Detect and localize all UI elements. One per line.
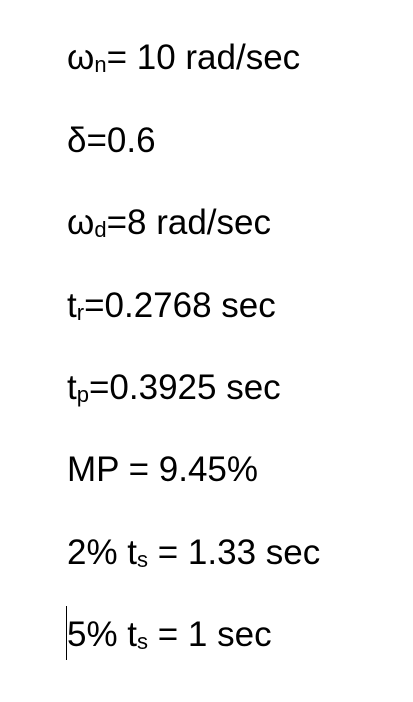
text-cursor (66, 606, 67, 660)
natural-frequency-value: = 10 rad/sec (106, 38, 301, 77)
settling-time-2pct-subscript: s (137, 547, 149, 572)
max-overshoot-text: MP = 9.45% (67, 450, 258, 489)
damped-frequency-line: ωd=8 rad/sec (67, 203, 271, 250)
settling-time-5pct-value: = 1 sec (148, 615, 272, 654)
rise-time-value: =0.2768 sec (84, 286, 276, 325)
peak-time-symbol: t (67, 368, 77, 407)
settling-time-2pct-symbol: 2% t (67, 533, 138, 572)
natural-frequency-symbol: ω (67, 38, 95, 77)
rise-time-subscript: r (76, 300, 85, 325)
settling-time-2pct-line: 2% ts = 1.33 sec (67, 533, 320, 580)
settling-time-5pct-subscript: s (137, 629, 149, 654)
rise-time-symbol: t (67, 286, 77, 325)
rise-time-line: tr=0.2768 sec (67, 286, 276, 333)
peak-time-subscript: p (76, 382, 89, 407)
damped-frequency-subscript: d (94, 217, 107, 242)
damping-ratio-line: δ=0.6 (67, 121, 156, 161)
damped-frequency-symbol: ω (67, 203, 95, 242)
peak-time-line: tp=0.3925 sec (67, 368, 281, 415)
peak-time-value: =0.3925 sec (88, 368, 281, 407)
max-overshoot-line: MP = 9.45% (67, 450, 258, 490)
natural-frequency-line: ωn= 10 rad/sec (67, 38, 300, 85)
natural-frequency-subscript: n (94, 52, 107, 77)
damping-ratio-text: δ=0.6 (67, 121, 156, 160)
damped-frequency-value: =8 rad/sec (106, 203, 271, 242)
settling-time-2pct-value: = 1.33 sec (148, 533, 321, 572)
settling-time-5pct-line: 5% ts = 1 sec (67, 615, 272, 662)
settling-time-5pct-symbol: 5% t (67, 615, 138, 654)
